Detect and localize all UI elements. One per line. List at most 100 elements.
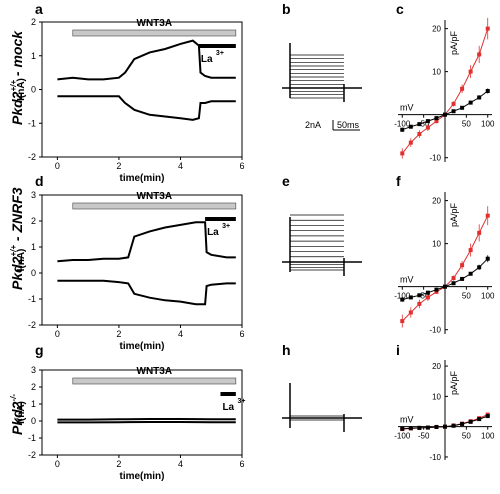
plot-frame xyxy=(41,21,243,158)
data-point-black xyxy=(417,293,422,298)
panel-letter-a: a xyxy=(35,1,43,17)
data-point-red xyxy=(477,230,482,235)
y-tick-label: 0 xyxy=(31,268,36,278)
x-tick-label: 2 xyxy=(116,329,121,339)
y-tick-label: 20 xyxy=(432,25,441,34)
x-tick-label: 2 xyxy=(116,459,121,469)
data-point-red xyxy=(485,213,490,218)
plot-frame xyxy=(41,194,243,326)
data-point-red xyxy=(485,26,490,31)
x-tick-label: -50 xyxy=(418,292,430,301)
panel-letter-g: g xyxy=(35,342,44,358)
y-axis-title: pA/pF xyxy=(449,202,459,227)
x-axis-title: time(min) xyxy=(120,173,165,184)
data-point-black xyxy=(485,414,490,419)
row-label-2: Pkd2+/+ - ZNRF3 xyxy=(9,187,25,290)
blocker-superscript: 3+ xyxy=(222,223,230,230)
y-tick-label: 10 xyxy=(432,392,441,401)
data-point-red xyxy=(400,151,405,156)
blocker-superscript: 3+ xyxy=(216,50,224,57)
data-point-red xyxy=(434,289,439,294)
panel-letter-i: i xyxy=(396,342,400,358)
blocker-bar xyxy=(198,44,236,48)
x-tick-label: -50 xyxy=(418,432,430,441)
data-point-black xyxy=(451,281,456,286)
data-point-black xyxy=(460,105,465,110)
x-tick-label: 0 xyxy=(55,329,60,339)
y-axis-title: I(nA) xyxy=(16,78,27,101)
x-tick-label: 100 xyxy=(481,432,495,441)
current-family-e xyxy=(282,214,362,276)
y-tick-label: -2 xyxy=(28,320,36,330)
data-point-red xyxy=(451,101,456,106)
data-point-black xyxy=(434,287,439,292)
current-trace-outward xyxy=(57,221,236,263)
data-point-black xyxy=(477,417,482,422)
y-tick-label: -2 xyxy=(28,450,36,460)
current-trace-outward xyxy=(57,39,236,81)
drug-bar xyxy=(72,29,237,37)
x-axis-title: mV xyxy=(400,415,414,425)
x-tick-label: 4 xyxy=(178,161,183,171)
x-tick-label: 6 xyxy=(239,459,244,469)
x-tick-label: -100 xyxy=(394,432,411,441)
data-point-red xyxy=(400,319,405,324)
blocker-bar xyxy=(205,217,236,221)
y-tick-label: 3 xyxy=(31,365,36,375)
iv-panel-f: -100 -50 50 100 -10 10 20 mV pA/pF xyxy=(394,192,495,335)
data-point-black xyxy=(425,425,430,430)
blocker-label: La xyxy=(207,227,219,238)
panel-letter-b: b xyxy=(282,1,291,17)
y-tick-label: -1 xyxy=(28,118,36,128)
data-point-black xyxy=(468,100,473,105)
y-tick-label: -10 xyxy=(429,453,441,462)
x-tick-label: 4 xyxy=(178,329,183,339)
y-tick-label: 3 xyxy=(31,190,36,200)
data-point-red xyxy=(460,263,465,268)
data-point-black xyxy=(408,124,413,129)
y-axis-title: pA/pF xyxy=(449,370,459,395)
data-point-black xyxy=(408,295,413,300)
data-point-black xyxy=(425,290,430,295)
y-axis-title: I(nA) xyxy=(16,249,27,272)
drug-label: WNT3A xyxy=(137,191,173,202)
panel-letter-f: f xyxy=(396,173,401,189)
x-tick-label: -50 xyxy=(418,120,430,129)
data-point-black xyxy=(400,297,405,302)
data-point-black xyxy=(451,423,456,428)
x-axis-title: time(min) xyxy=(120,341,165,352)
x-tick-label: -100 xyxy=(394,120,411,129)
x-axis-title: mV xyxy=(400,103,414,113)
data-point-black xyxy=(485,89,490,93)
iv-panel-i: -100 -50 50 100 -10 10 20 mV pA/pF xyxy=(394,360,495,462)
data-point-black xyxy=(417,425,422,430)
blocker-bar xyxy=(220,392,236,396)
x-tick-label: 50 xyxy=(462,120,471,129)
data-point-black xyxy=(468,271,473,276)
data-point-black xyxy=(434,116,439,121)
blocker-label: La xyxy=(201,54,213,65)
data-point-red xyxy=(408,140,413,145)
y-tick-label: 0 xyxy=(31,416,36,426)
y-tick-label: -10 xyxy=(429,154,441,163)
panel-letter-e: e xyxy=(282,173,290,189)
data-point-red xyxy=(451,276,456,281)
drug-label: WNT3A xyxy=(137,18,173,29)
y-tick-label: 1 xyxy=(31,51,36,61)
data-point-red xyxy=(434,119,439,124)
current-trace-inward xyxy=(57,95,236,121)
current-trace-outward xyxy=(57,418,236,421)
y-tick-label: 2 xyxy=(31,382,36,392)
x-tick-label: 6 xyxy=(239,329,244,339)
drug-bar xyxy=(72,202,237,210)
data-point-red xyxy=(460,86,465,91)
data-point-black xyxy=(460,276,465,281)
y-tick-label: -1 xyxy=(28,433,36,443)
y-tick-label: 0 xyxy=(31,85,36,95)
x-tick-label: 100 xyxy=(481,292,495,301)
y-tick-label: 1 xyxy=(31,242,36,252)
data-point-black xyxy=(443,284,447,289)
trace-panel-d: -2 -1 0 1 2 3 0 2 4 6 time(min) I(nA) WNT3A La3+ xyxy=(16,190,245,352)
data-point-black xyxy=(425,119,430,124)
iv-panel-c: -100 -50 50 100 -10 10 20 mV pA/pF xyxy=(394,17,495,163)
